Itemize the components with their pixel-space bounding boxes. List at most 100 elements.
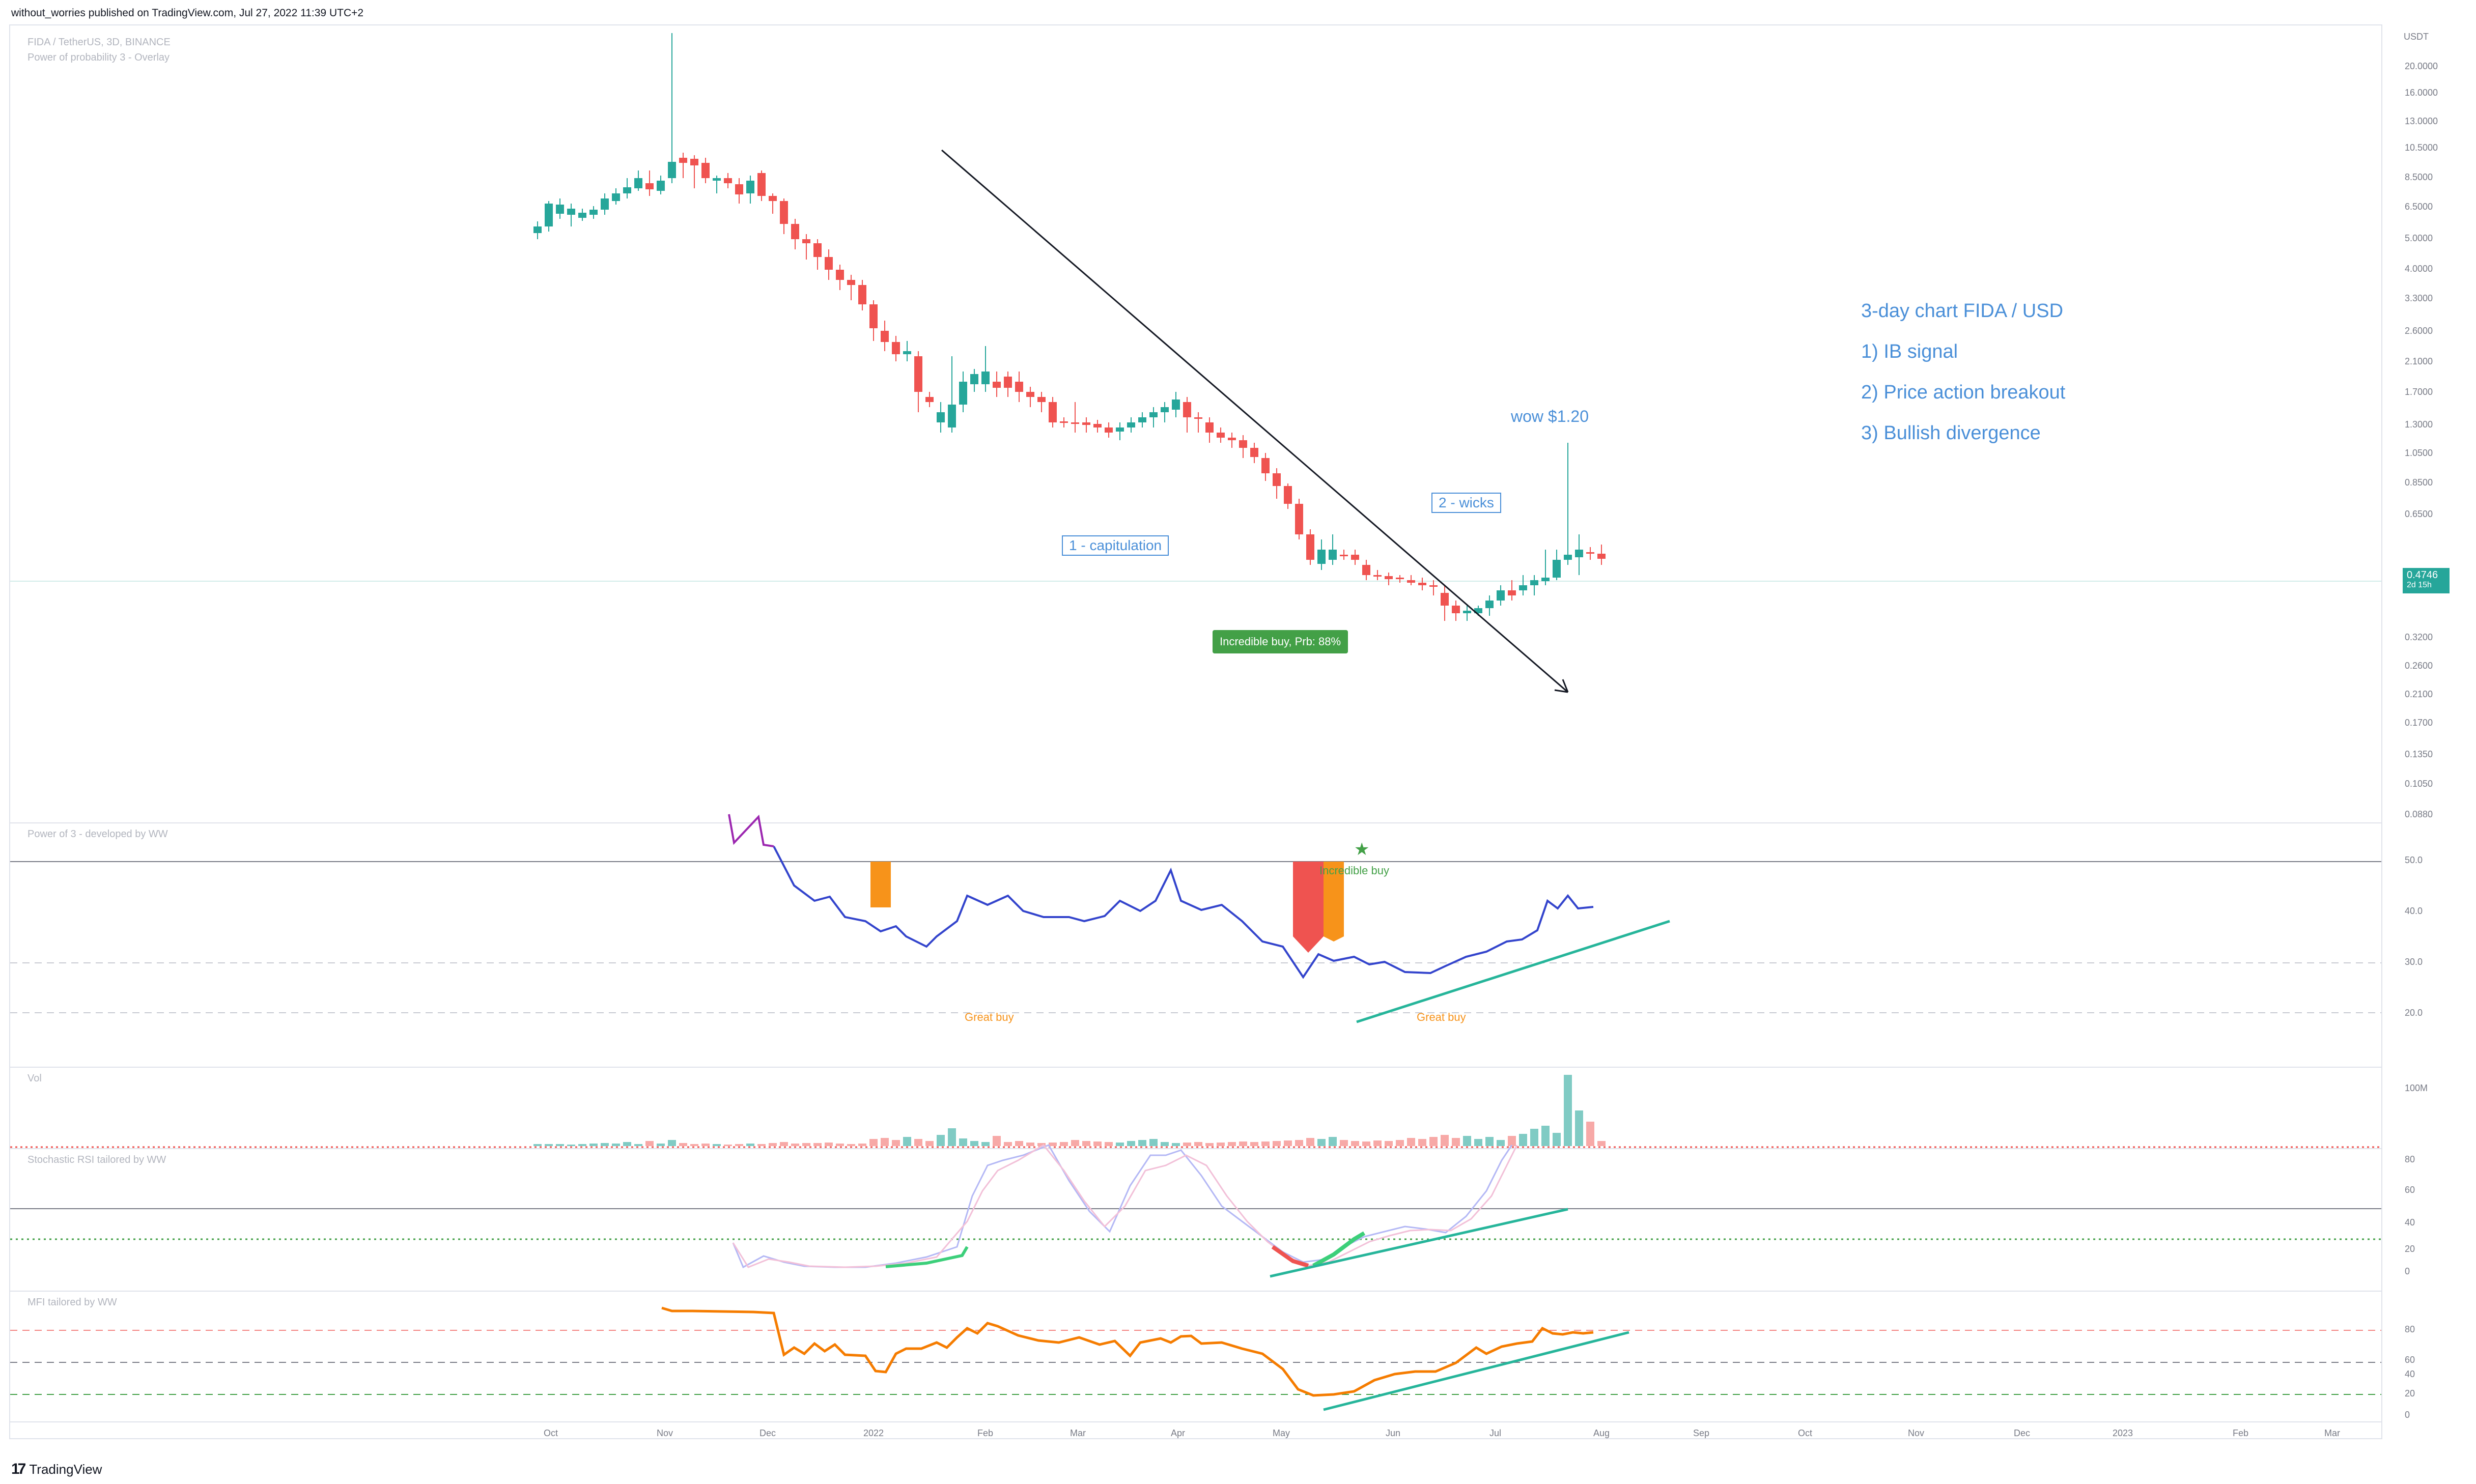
candle-body bbox=[1519, 585, 1527, 590]
time-tick-label: Jul bbox=[1489, 1428, 1502, 1438]
price-tick-label: 0.6500 bbox=[2405, 509, 2433, 519]
volume-bar bbox=[1441, 1135, 1449, 1146]
stoch-trend-line bbox=[1270, 1208, 1568, 1278]
candle-body bbox=[937, 412, 945, 422]
price-tick-label: 3.3000 bbox=[2405, 293, 2433, 303]
volume-bar bbox=[937, 1135, 945, 1146]
great-buy-label-1: Great buy bbox=[965, 1011, 1014, 1023]
time-tick-label: May bbox=[1273, 1428, 1290, 1438]
candle-body bbox=[612, 193, 620, 201]
great-buy-label-2: Great buy bbox=[1417, 1011, 1466, 1023]
note-line-2[interactable]: 1) IB signal bbox=[1861, 341, 1958, 362]
incredible-buy-bar-red bbox=[1293, 862, 1324, 953]
volume-bar bbox=[925, 1141, 934, 1146]
volume-bar bbox=[825, 1143, 833, 1146]
vol-legend[interactable]: Vol bbox=[27, 1073, 42, 1084]
volume-bar bbox=[1597, 1141, 1606, 1146]
volume-bar bbox=[1407, 1138, 1415, 1146]
power3-tick-label: 30.0 bbox=[2405, 957, 2423, 967]
wow-note[interactable]: wow $1.20 bbox=[1511, 407, 1589, 425]
chart-area[interactable]: ★ FIDA / TetherUS, 3D, BINANCE Power of … bbox=[9, 24, 2382, 1440]
capitulation-tag[interactable]: 1 - capitulation bbox=[1062, 535, 1169, 556]
stoch-legend[interactable]: Stochastic RSI tailored by WW bbox=[27, 1154, 166, 1165]
volume-bar bbox=[769, 1143, 777, 1146]
mfi-trend-line bbox=[1323, 1331, 1629, 1411]
volume-bar bbox=[847, 1144, 855, 1146]
volume-bar bbox=[892, 1140, 900, 1146]
price-tick-label: 0.2600 bbox=[2405, 661, 2433, 671]
volume-bar bbox=[735, 1144, 743, 1146]
volume-bar bbox=[981, 1142, 990, 1146]
candle-body bbox=[545, 204, 553, 226]
price-tick-label: 0.2100 bbox=[2405, 689, 2433, 699]
volume-bar bbox=[948, 1128, 956, 1146]
candle-body bbox=[858, 285, 866, 304]
candle-body bbox=[567, 209, 575, 215]
time-tick-label: Jun bbox=[1386, 1428, 1401, 1438]
volume-bar bbox=[1172, 1143, 1180, 1146]
volume-bar bbox=[1161, 1142, 1169, 1146]
volume-bar bbox=[1183, 1143, 1191, 1146]
wicks-tag[interactable]: 2 - wicks bbox=[1431, 493, 1501, 513]
power3-legend[interactable]: Power of 3 - developed by WW bbox=[27, 829, 168, 840]
candle-body bbox=[1452, 606, 1460, 613]
note-line-4[interactable]: 3) Bullish divergence bbox=[1861, 422, 2041, 444]
volume-bar bbox=[959, 1138, 967, 1146]
price-tick-label: 0.3200 bbox=[2405, 632, 2433, 642]
candle-body bbox=[1295, 504, 1303, 534]
volume-bar bbox=[1228, 1142, 1236, 1146]
candle-body bbox=[1138, 417, 1146, 422]
volume-bar bbox=[1474, 1139, 1482, 1146]
candle-body bbox=[657, 181, 665, 191]
power3-trend-line bbox=[1356, 920, 1670, 1023]
volume-bar bbox=[1093, 1141, 1102, 1146]
price-axis[interactable]: USDT 20.0000 16.0000 13.0000 10.5000 8.5000 6… bbox=[2381, 24, 2476, 1439]
note-line-1[interactable]: 3-day chart FIDA / USD bbox=[1861, 300, 2064, 322]
volume-bar bbox=[589, 1144, 598, 1146]
volume-bar bbox=[1317, 1139, 1326, 1146]
candle-body bbox=[981, 372, 990, 384]
candle-body bbox=[1396, 578, 1404, 579]
mfi-legend[interactable]: MFI tailored by WW bbox=[27, 1297, 117, 1308]
volume-bar bbox=[970, 1141, 978, 1146]
time-tick-label: Dec bbox=[759, 1428, 776, 1438]
volume-bar bbox=[858, 1144, 866, 1146]
stoch-red-segment bbox=[1271, 1245, 1309, 1268]
candle-body bbox=[1351, 555, 1359, 560]
candle-body bbox=[1250, 448, 1258, 457]
candle-body bbox=[791, 224, 799, 239]
volume-bar bbox=[1049, 1143, 1057, 1146]
volume-bar bbox=[657, 1144, 665, 1146]
time-tick-label: Mar bbox=[1070, 1428, 1086, 1438]
candle-body bbox=[1541, 578, 1550, 581]
volume-bar bbox=[746, 1144, 754, 1146]
stoch-green-segment bbox=[885, 1246, 969, 1268]
volume-bar bbox=[1261, 1141, 1270, 1146]
volume-bar bbox=[1273, 1141, 1281, 1146]
volume-bar bbox=[724, 1145, 732, 1146]
volume-bar bbox=[690, 1144, 698, 1146]
stoch-d-line bbox=[732, 1144, 1518, 1268]
price-tick-label: 4.0000 bbox=[2405, 264, 2433, 274]
tradingview-brand[interactable]: 17 TradingView bbox=[11, 1461, 102, 1478]
volume-bar bbox=[914, 1139, 922, 1146]
chart-canvas[interactable]: ★ bbox=[10, 25, 2382, 1440]
mfi-tick-label: 20 bbox=[2405, 1388, 2415, 1399]
candle-body bbox=[1407, 580, 1415, 583]
time-tick-label: Feb bbox=[977, 1428, 994, 1438]
overlay-legend[interactable]: Power of probability 3 - Overlay bbox=[27, 52, 170, 63]
candle-body bbox=[1239, 440, 1247, 448]
candle-body bbox=[1261, 458, 1270, 473]
candle-body bbox=[701, 163, 710, 178]
candle-body bbox=[813, 243, 822, 257]
candle-body bbox=[735, 184, 743, 194]
note-line-3[interactable]: 2) Price action breakout bbox=[1861, 382, 2066, 403]
volume-bar bbox=[1553, 1133, 1561, 1146]
symbol-legend[interactable]: FIDA / TetherUS, 3D, BINANCE bbox=[27, 37, 171, 48]
candle-body bbox=[1463, 611, 1471, 613]
volume-bar bbox=[1306, 1138, 1314, 1146]
candle-body bbox=[836, 270, 844, 280]
candle-body bbox=[1194, 417, 1202, 419]
volume-bar bbox=[1105, 1142, 1113, 1146]
time-tick-label: 2023 bbox=[2113, 1428, 2133, 1438]
